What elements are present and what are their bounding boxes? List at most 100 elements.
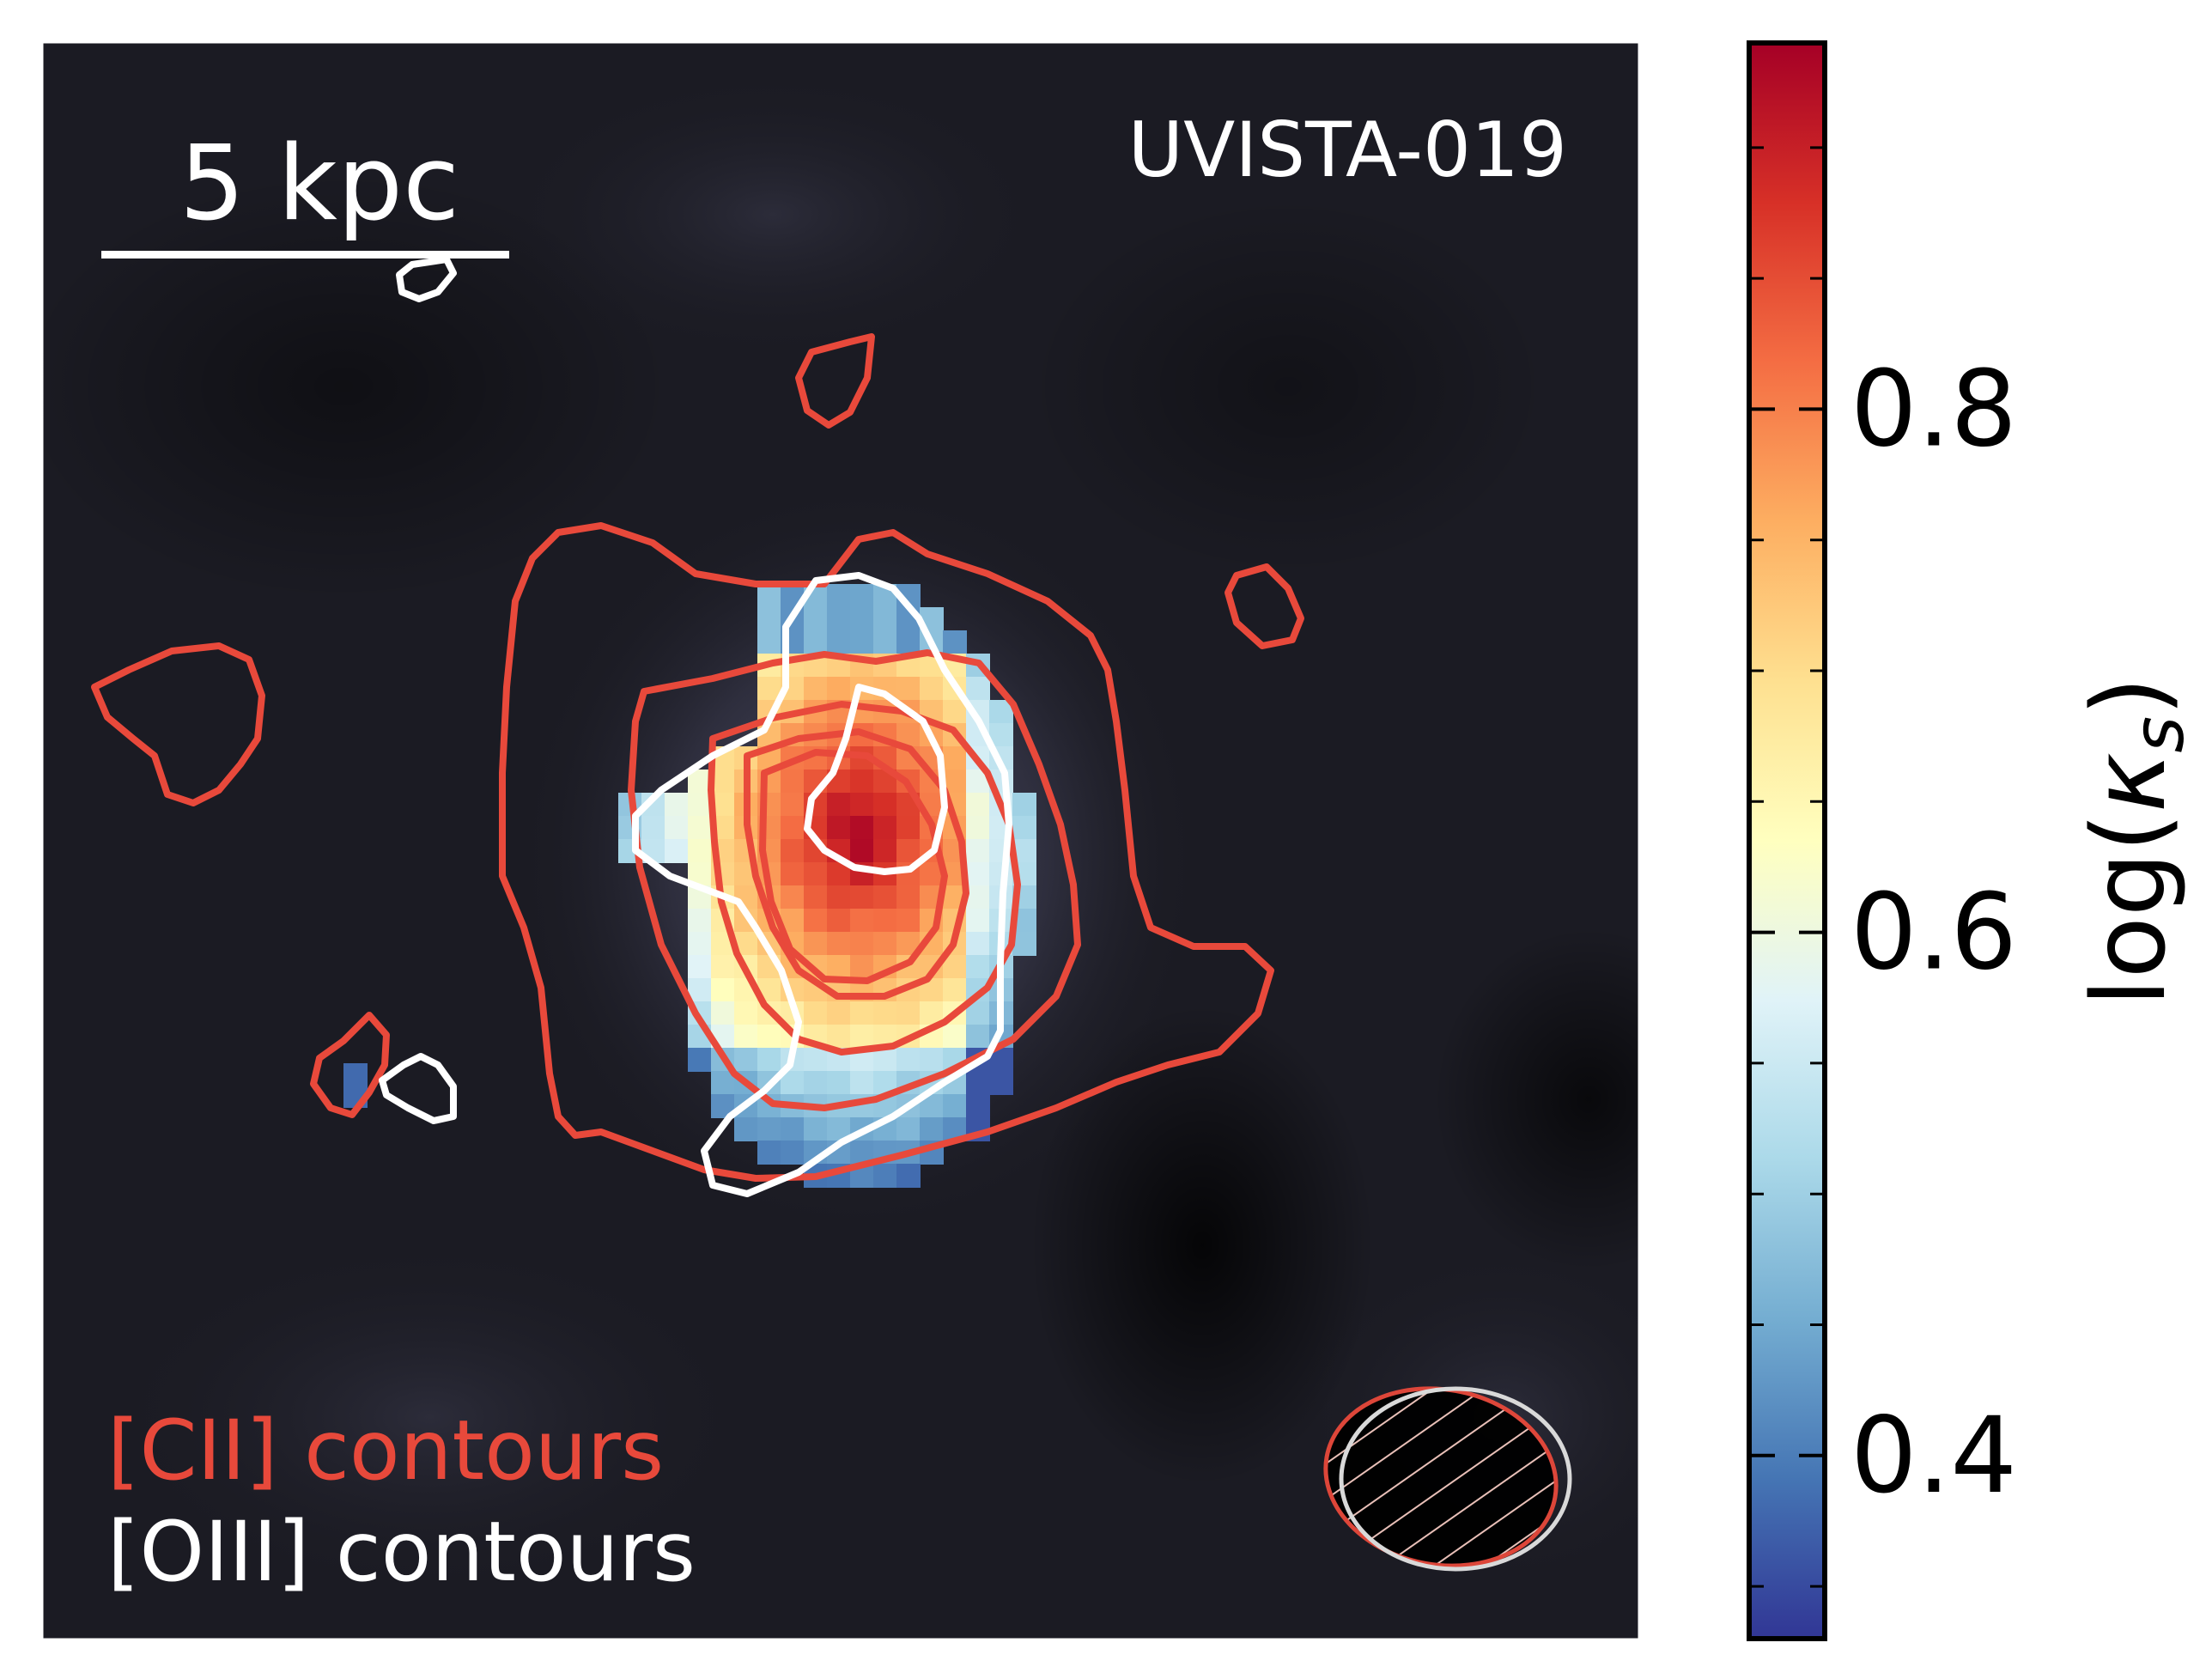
cii-contour	[91, 642, 265, 806]
kappa-pixel	[873, 839, 897, 863]
cii-contour	[628, 649, 1081, 1111]
faint-patch	[103, 1237, 756, 1597]
kappa-pixel	[711, 1001, 735, 1025]
colorbar-tick-label: 0.6	[1850, 872, 2017, 994]
colorbar-ticks: 0.4 0.6 0.8	[1749, 146, 2017, 1588]
kappa-pixel	[757, 1141, 781, 1165]
oiii-contours	[379, 256, 1012, 1197]
kappa-pixel	[804, 909, 828, 933]
kappa-pixel	[873, 630, 897, 654]
colorbar-label-suffix: )	[2069, 677, 2188, 716]
kappa-pixel	[850, 816, 874, 840]
kappa-pixel	[966, 816, 990, 840]
kappa-pixel	[966, 839, 990, 863]
kappa-pixel	[943, 1025, 967, 1049]
kappa-pixel	[943, 746, 967, 770]
kappa-pixel	[873, 932, 897, 956]
kappa-pixel	[804, 885, 828, 910]
cii-contour	[759, 749, 948, 984]
kappa-pixel	[896, 885, 921, 910]
scale-bar-label: 5 kpc	[179, 125, 459, 244]
kappa-pixel	[966, 1025, 990, 1049]
kappa-pixel	[827, 1071, 851, 1095]
kappa-pixel	[966, 1071, 990, 1095]
colorbar-gradient	[1749, 43, 1825, 1639]
kappa-pixel	[757, 1048, 781, 1072]
colorbar-label-prefix: log(	[2069, 812, 2188, 1007]
kappa-pixel	[850, 584, 874, 608]
kappa-pixel	[757, 1025, 781, 1049]
colorbar-label: log(κs)	[2069, 677, 2200, 1007]
kappa-pixel	[850, 932, 874, 956]
kappa-pixel	[804, 607, 828, 631]
kappa-pixel	[781, 839, 805, 863]
kappa-pixel	[943, 700, 967, 724]
kappa-pixel	[966, 955, 990, 979]
kappa-pixel	[804, 1048, 828, 1072]
legend-entry-cii: [CII] contours	[107, 1402, 664, 1499]
kappa-pixel	[827, 1025, 851, 1049]
colorbar-frame	[1747, 40, 1827, 1641]
kappa-pixel	[827, 909, 851, 933]
kappa-pixel	[688, 839, 712, 863]
dark-patch	[1030, 198, 1546, 575]
kappa-pixel	[896, 909, 921, 933]
kappa-pixel	[781, 770, 805, 794]
kappa-pixel	[850, 1071, 874, 1095]
kappa-pixel	[896, 630, 921, 654]
cii-contours	[91, 333, 1304, 1182]
kappa-pixel	[688, 932, 712, 956]
kappa-pixel	[966, 1094, 990, 1118]
kappa-pixel	[920, 1048, 944, 1072]
legend: [CII] contours [OIII] contours	[107, 1402, 696, 1600]
beam-ellipse	[1323, 1386, 1559, 1568]
colorbar-tick-label: 0.4	[1850, 1395, 2017, 1517]
kappa-pixel	[757, 630, 781, 654]
legend-entry-oiii: [OIII] contours	[107, 1504, 696, 1600]
kappa-pixel	[850, 909, 874, 933]
kappa-pixel	[966, 932, 990, 956]
kappa-pixel	[757, 607, 781, 631]
kappa-pixel	[850, 630, 874, 654]
kappa-pixel	[804, 932, 828, 956]
kappa-pixel	[827, 677, 851, 701]
kappa-pixel	[781, 862, 805, 886]
kappa-pixel	[734, 1117, 758, 1141]
kappa-pixel	[966, 862, 990, 886]
kappa-pixel	[850, 770, 874, 794]
colorbar-label-sub: s	[2118, 716, 2200, 753]
kappa-pixel	[850, 1001, 874, 1025]
kappa-pixel	[943, 630, 967, 654]
kappa-pixel	[850, 793, 874, 817]
dark-patch	[1434, 928, 1638, 1271]
colorbar-tick-label: 0.8	[1850, 348, 2017, 470]
chart-title: UVISTA-019	[1128, 106, 1567, 194]
kappa-pixel	[873, 885, 897, 910]
kappa-pixel	[781, 1141, 805, 1165]
kappa-pixel	[896, 1048, 921, 1072]
beam-ellipse	[1339, 1386, 1572, 1572]
kappa-pixel	[711, 770, 735, 794]
kappa-pixel	[757, 1117, 781, 1141]
cii-contour	[744, 728, 969, 1000]
kappa-pixel	[989, 1071, 1013, 1095]
kappa-pixel	[896, 839, 921, 863]
kappa-pixel	[734, 1048, 758, 1072]
kappa-pixel	[757, 584, 781, 608]
colorbar: 0.4 0.6 0.8 log(κs)	[1747, 40, 2200, 1641]
kappa-pixel	[827, 630, 851, 654]
kappa-pixel	[827, 607, 851, 631]
kappa-pixel	[711, 955, 735, 979]
kappa-pixel	[966, 909, 990, 933]
kappa-pixel	[873, 793, 897, 817]
kappa-pixel	[896, 816, 921, 840]
cii-contour	[310, 1012, 390, 1118]
kappa-pixel	[873, 816, 897, 840]
kappa-pixel	[873, 1001, 897, 1025]
kappa-pixel	[688, 909, 712, 933]
kappa-pixel	[1012, 932, 1036, 956]
kappa-pixel	[711, 978, 735, 1002]
kappa-pixel	[943, 955, 967, 979]
kappa-pixel	[665, 816, 689, 840]
